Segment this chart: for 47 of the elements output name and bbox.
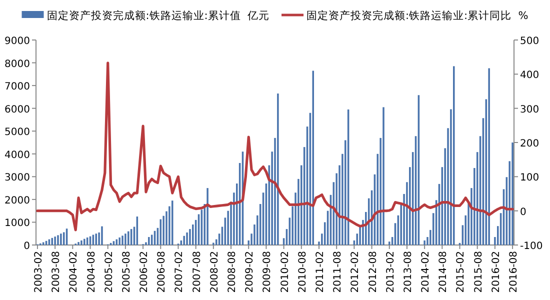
x-tick-label: 2004-08: [86, 251, 98, 293]
y2-tick-label: -100: [520, 241, 543, 252]
x-tick-label: 2014-02: [420, 251, 432, 293]
x-tick-label: 2009-08: [262, 251, 274, 293]
x-tick-label: 2007-08: [192, 251, 203, 293]
x-tick-label: 2012-08: [368, 251, 379, 293]
x-tick-label: 2011-08: [332, 251, 344, 293]
y-tick-label: 6000: [4, 104, 30, 116]
x-tick-label: 2003-02: [33, 251, 44, 293]
x-tick-label: 2005-08: [121, 251, 132, 293]
x-tick-label: 2009-02: [244, 251, 256, 293]
legend-label: 固定资产投资完成额:铁路运输业:累计值 亿元: [46, 9, 270, 22]
x-tick-label: 2016-02: [490, 251, 502, 293]
y-tick-label: 8000: [4, 58, 30, 70]
x-tick-label: 2006-08: [156, 251, 168, 293]
y2-tick-label: 100: [520, 172, 540, 184]
x-tick-label: 2003-08: [51, 251, 62, 293]
y2-tick-label: 0: [520, 206, 526, 218]
x-tick-label: 2008-08: [227, 251, 238, 293]
y-tick-label: 7000: [4, 82, 30, 93]
y2-tick-label: 400: [520, 70, 540, 82]
x-tick-label: 2015-02: [456, 251, 467, 293]
x-tick-label: 2014-08: [438, 251, 450, 293]
y-tick-label: 1000: [4, 218, 30, 230]
x-tick-label: 2004-02: [68, 251, 80, 293]
y-tick-label: 5000: [4, 127, 30, 138]
legend-label: 固定资产投资完成额:铁路运输业:累计同比 %: [306, 9, 528, 22]
y2-tick-label: 300: [520, 104, 540, 116]
x-tick-label: 2013-08: [402, 251, 414, 293]
y-tick-label: 2000: [4, 195, 30, 206]
x-tick-label: 2006-02: [139, 251, 150, 293]
x-tick-label: 2008-02: [209, 251, 220, 293]
y-tick-label: 3000: [4, 172, 30, 184]
y-tick-label: 4000: [4, 150, 30, 161]
x-tick-label: 2015-08: [473, 251, 484, 293]
x-tick-label: 2007-02: [174, 251, 186, 293]
y-tick-label: 9000: [4, 36, 30, 47]
x-tick-label: 2005-02: [104, 251, 115, 293]
y-tick-label: 0: [24, 241, 30, 252]
y2-tick-label: 500: [520, 36, 540, 47]
x-tick-label: 2010-08: [297, 251, 308, 293]
x-tick-label: 2010-02: [280, 251, 291, 293]
x-tick-label: 2012-02: [350, 251, 362, 293]
x-tick-label: 2013-02: [385, 251, 396, 293]
x-tick-label: 2016-08: [508, 251, 520, 293]
y2-tick-label: 200: [520, 138, 540, 150]
x-tick-label: 2011-02: [314, 251, 326, 293]
